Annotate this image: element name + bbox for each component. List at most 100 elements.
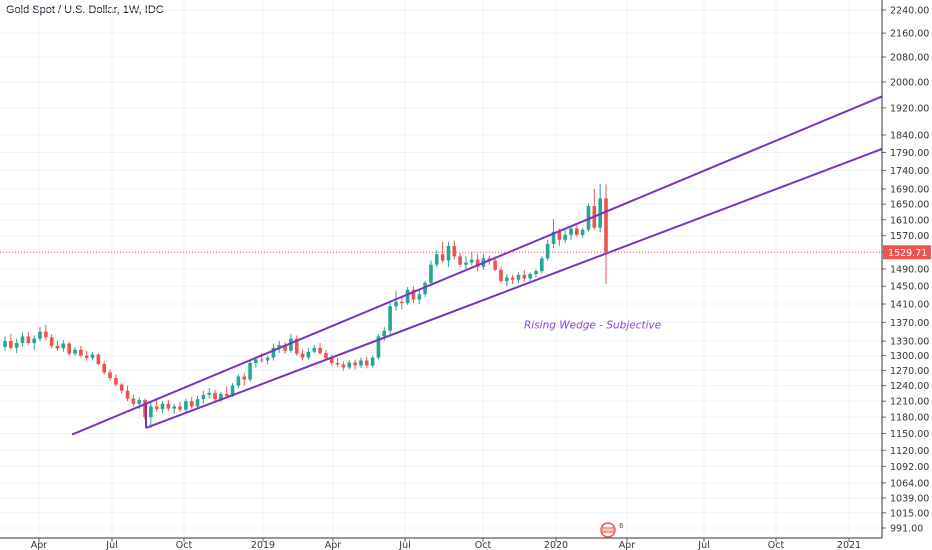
candle-body (557, 231, 562, 240)
candle-body (405, 289, 410, 304)
candle-body (119, 384, 124, 391)
candle-body (49, 337, 54, 346)
candle-body (359, 360, 363, 366)
lower-channel-line[interactable] (145, 147, 883, 429)
y-tick-label: 2000.00 (890, 77, 929, 88)
candle-body (604, 198, 608, 253)
candle-body (522, 274, 527, 279)
candle-body (242, 376, 247, 380)
time-axis[interactable]: Apr Jul Oct 2019 Apr Jul Oct 2020 Apr Jul Oct 2021 (0, 537, 882, 550)
candle-body (516, 274, 521, 280)
y-tick-label: 1064.00 (890, 478, 929, 489)
event-flag-icon[interactable]: 6 (600, 522, 624, 538)
candle-body (289, 338, 293, 351)
candle-body (154, 406, 159, 410)
y-tick-label: 1150.00 (890, 429, 929, 440)
candle-body (341, 364, 346, 368)
candle-body (534, 271, 538, 275)
candle-body (265, 357, 270, 361)
candle-body (172, 406, 177, 409)
y-tick-label: 1270.00 (890, 366, 929, 377)
candle-body (160, 403, 165, 410)
x-tick-label: Jul (398, 540, 410, 550)
y-tick-label: 1490.00 (890, 264, 929, 275)
y-tick-label: 1610.00 (890, 215, 929, 226)
candle-body (178, 406, 182, 410)
candle-body (417, 294, 422, 300)
candle-body (528, 274, 532, 279)
candle-body (38, 331, 42, 339)
y-tick-label: 1790.00 (890, 148, 929, 159)
candle-body (189, 401, 194, 407)
price-axis[interactable]: 991.00 1015.00 1039.00 1064.00 1092.00 1120.0… (881, 0, 929, 538)
candle-body (382, 330, 387, 337)
candle-body (440, 254, 445, 261)
candle-body (464, 262, 468, 265)
y-tick-label: 1300.00 (890, 351, 929, 362)
candle-body (335, 362, 340, 365)
upper-channel-line[interactable] (71, 95, 883, 436)
candle-body (504, 277, 509, 282)
candle-body (399, 301, 404, 304)
candle-body (73, 349, 77, 354)
candle-body (283, 344, 287, 351)
candle-body (254, 359, 258, 363)
candle-body (131, 398, 136, 404)
candle-body (580, 229, 585, 235)
candle-body (44, 331, 48, 338)
candle-body (207, 392, 212, 395)
candle-body (184, 401, 188, 410)
last-price-tag-bg (883, 245, 931, 260)
candle-body (108, 372, 112, 378)
y-tick-label: 991.00 (890, 524, 923, 535)
x-tick-label: 2019 (251, 540, 275, 550)
y-tick-label: 1740.00 (890, 166, 929, 177)
candle-body (423, 282, 427, 295)
y-tick-label: 1120.00 (890, 446, 929, 457)
y-tick-label: 2080.00 (890, 53, 929, 64)
candle-body (114, 377, 118, 385)
candle-body (195, 399, 200, 407)
candle-body (364, 360, 369, 366)
y-tick-label: 1015.00 (890, 508, 929, 519)
candle-body (277, 344, 282, 348)
candle-body (318, 347, 322, 354)
x-tick-label: Apr (619, 540, 636, 550)
candle-body (563, 234, 567, 240)
candle-body (475, 259, 480, 267)
x-tick-label: 2020 (544, 540, 568, 550)
y-tick-label: 1690.00 (890, 184, 929, 195)
x-tick-label: 2021 (837, 540, 861, 550)
candles (3, 183, 608, 428)
grid (0, 0, 882, 538)
candle-body (96, 354, 101, 364)
candle-body (300, 353, 305, 358)
y-tick-label: 1650.00 (890, 200, 929, 211)
candle-body (32, 338, 36, 344)
candle-body (79, 349, 83, 356)
x-tick-label: Jul (697, 540, 709, 550)
y-tick-label: 1450.00 (890, 282, 929, 293)
candle-body (434, 254, 439, 265)
candle-body (9, 341, 13, 348)
candle-body (137, 400, 142, 404)
last-price-value: 1529.71 (888, 248, 927, 259)
candle-body (510, 277, 515, 280)
y-tick-label: 1920.00 (890, 103, 929, 114)
candle-body (224, 393, 229, 396)
y-tick-label: 1840.00 (890, 130, 929, 141)
candle-body (67, 343, 71, 354)
y-tick-label: 1210.00 (890, 397, 929, 408)
candle-body (493, 260, 497, 270)
candle-body (353, 362, 357, 366)
trendlines[interactable] (71, 95, 883, 436)
wedge-annotation: Rising Wedge - Subjective (524, 320, 661, 332)
candle-body (236, 376, 241, 386)
y-tick-label: 1180.00 (890, 413, 929, 424)
y-tick-label: 1039.00 (890, 493, 929, 504)
candle-body (213, 392, 217, 400)
candle-body (446, 245, 451, 261)
x-tick-label: Oct (475, 540, 492, 550)
candle-body (14, 343, 19, 348)
